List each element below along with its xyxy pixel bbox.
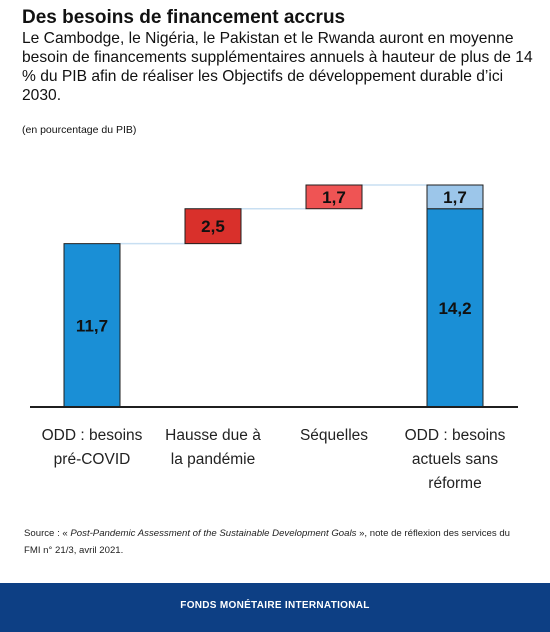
category-label-1-line-2: pré-COVID: [53, 451, 131, 468]
source-note: Source : « Post-Pandemic Assessment of t…: [24, 525, 529, 559]
category-label-1: ODD : besoins pré-COVID: [27, 424, 157, 472]
bar-1: [63, 243, 121, 408]
chart-title: Des besoins de financement accrus: [22, 7, 346, 28]
category-label-2-line-2: la pandémie: [170, 451, 256, 468]
category-label-3: Séquelles: [269, 424, 399, 448]
bar-5: [426, 184, 484, 210]
footer-bar: FONDS MONÉTAIRE INTERNATIONAL: [0, 583, 550, 632]
category-label-2-line-1: Hausse due à: [165, 427, 261, 444]
category-label-4-line-2: actuels sans: [411, 451, 499, 468]
source-suffix: », note de réflexion des services du FMI…: [24, 528, 511, 556]
data-label-3: 1,7: [322, 188, 346, 207]
category-label-2: Hausse due à la pandémie: [148, 424, 278, 472]
category-label-4: ODD : besoins actuels sans réforme: [390, 424, 520, 496]
data-label-5: 1,7: [443, 188, 467, 207]
category-label-4-line-1: ODD : besoins: [404, 427, 506, 444]
bar-3: [305, 184, 363, 210]
category-label-1-line-1: ODD : besoins: [41, 427, 143, 444]
chart-subtitle: Le Cambodge, le Nigéria, le Pakistan et …: [22, 30, 533, 104]
source-prefix: Source : «: [24, 528, 71, 539]
data-label-1: 11,7: [76, 316, 108, 335]
footer-text: FONDS MONÉTAIRE INTERNATIONAL: [180, 600, 370, 611]
category-label-3-line-1: Séquelles: [299, 427, 369, 444]
source-title: Post-Pandemic Assessment of the Sustaina…: [70, 528, 357, 539]
category-label-4-line-3: réforme: [428, 475, 482, 492]
waterfall-chart: 11,7 2,5 1,7 14,2 1,7: [30, 184, 518, 408]
unit-note: (en pourcentage du PIB): [22, 124, 137, 136]
bar-2: [184, 208, 242, 245]
data-label-4: 14,2: [438, 299, 471, 318]
data-label-2: 2,5: [201, 217, 225, 236]
